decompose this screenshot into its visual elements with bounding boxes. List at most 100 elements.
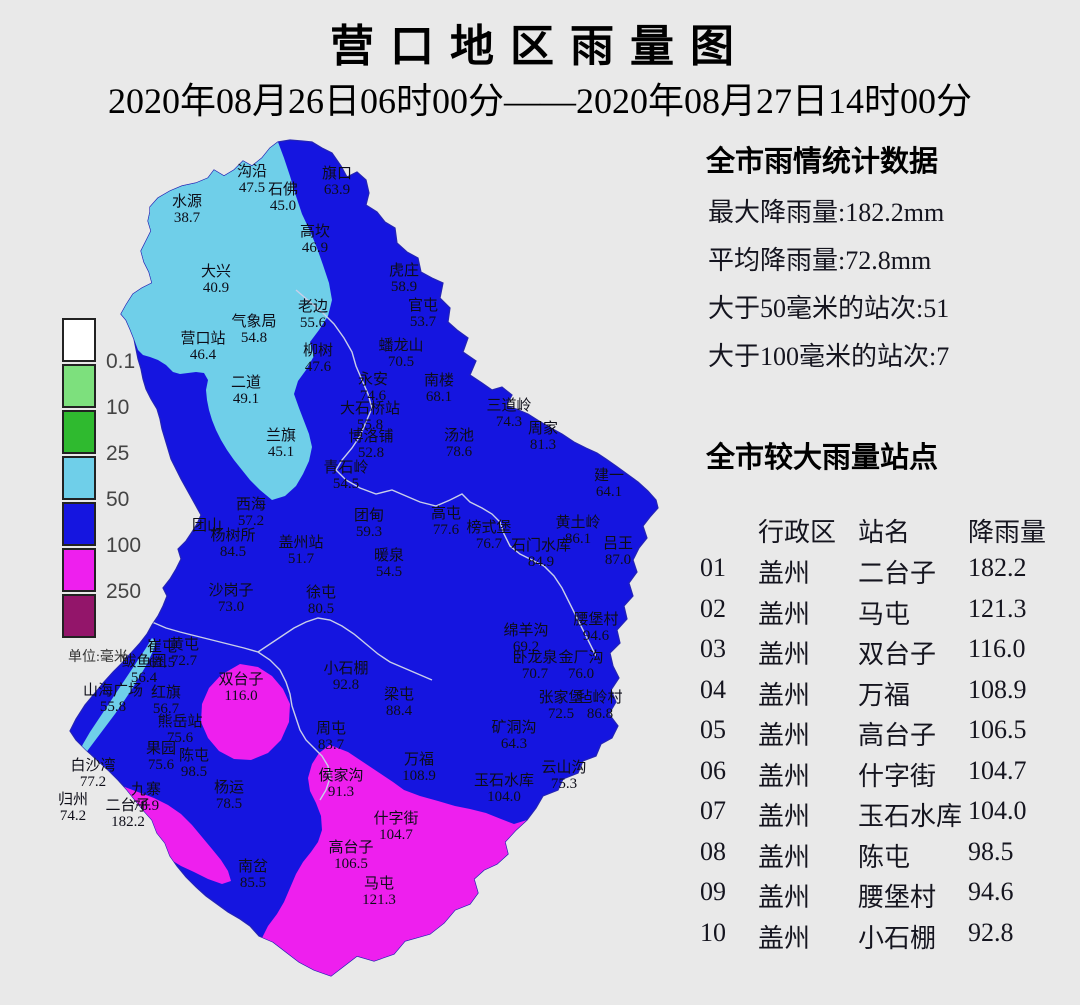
station-value: 121.3 xyxy=(362,892,396,908)
station-label: 兰旗 45.1 xyxy=(266,428,296,460)
station-label: 什字街 104.7 xyxy=(373,811,418,843)
station-value: 54.5 xyxy=(332,476,360,492)
station-name: 鲅鱼圈 xyxy=(121,654,167,670)
station-value: 46.4 xyxy=(189,347,217,363)
station-label: 二台子 182.2 xyxy=(105,798,150,830)
station-name: 高坎 xyxy=(299,224,331,240)
stat-line: 大于50毫米的站次:51 xyxy=(708,294,950,323)
station-name: 山海广场 xyxy=(82,683,144,699)
station-name: 白沙湾 xyxy=(70,758,116,774)
station-value: 73.0 xyxy=(217,599,245,615)
rank-cell: 116.0 xyxy=(968,634,1026,663)
station-label: 暖泉 54.5 xyxy=(374,548,404,580)
station-label: 大石桥站 55.8 xyxy=(340,401,400,433)
station-name: 侯家沟 xyxy=(318,768,364,784)
station-name: 团甸 xyxy=(353,508,385,524)
station-label: 张家堡 72.5 xyxy=(538,690,583,722)
station-name: 张家堡 xyxy=(538,690,584,706)
station-label: 大兴 40.9 xyxy=(201,264,231,296)
rank-cell: 站名 xyxy=(858,518,911,547)
legend-color-swatch xyxy=(62,456,96,500)
rank-cell: 行政区 xyxy=(758,518,837,547)
legend-level: 10 xyxy=(62,364,129,419)
rank-cell: 92.8 xyxy=(968,917,1014,947)
rank-cell: 盖州 xyxy=(758,721,811,750)
station-label: 玉石水库 104.0 xyxy=(474,773,534,805)
station-name: 吕王 xyxy=(602,536,634,552)
station-label: 高坎 46.9 xyxy=(300,224,330,256)
station-name: 归州 xyxy=(57,792,89,808)
station-name: 杨树所 xyxy=(210,528,256,544)
station-value: 64.1 xyxy=(595,484,623,500)
legend-threshold-label: 0.1 xyxy=(106,350,136,373)
station-value: 85.5 xyxy=(239,875,267,891)
station-label: 熊岳站 75.6 xyxy=(157,714,202,746)
station-value: 58.9 xyxy=(390,279,418,295)
rank-cell: 06 xyxy=(700,755,726,785)
station-name: 黄屯 xyxy=(168,637,200,653)
station-value: 64.3 xyxy=(500,736,528,752)
rank-cell: 03 xyxy=(700,634,726,663)
station-name: 梁屯 xyxy=(383,687,415,703)
station-label: 团甸 59.3 xyxy=(354,508,384,540)
legend-level: 250 xyxy=(62,548,141,603)
legend-color-swatch xyxy=(62,410,96,454)
ranking-row: 07 盖州 玉石水库 104.0 xyxy=(700,796,1075,833)
station-name: 沙岗子 xyxy=(208,583,254,599)
station-name: 青石岭 xyxy=(323,460,369,476)
rank-cell: 121.3 xyxy=(968,593,1027,623)
station-label: 团山 xyxy=(192,518,222,534)
rank-cell: 盖州 xyxy=(758,802,811,831)
station-name: 兰旗 xyxy=(265,428,297,444)
station-name: 矿洞沟 xyxy=(491,720,537,736)
station-name: 西海 xyxy=(235,497,267,513)
station-value: 104.0 xyxy=(487,789,521,805)
station-label: 博洛铺 52.8 xyxy=(348,429,393,461)
station-label: 高屯 77.6 xyxy=(431,506,461,538)
legend-threshold-label: 25 xyxy=(106,442,130,465)
legend-color-swatch xyxy=(62,594,96,638)
station-value: 57.2 xyxy=(237,513,265,529)
station-label: 腰堡村 94.6 xyxy=(573,612,618,644)
rank-cell: 小石棚 xyxy=(858,923,937,953)
rank-cell: 106.5 xyxy=(968,715,1027,744)
station-value: 47.5 xyxy=(238,180,266,196)
station-name: 建一 xyxy=(593,468,625,484)
station-value: 70.5 xyxy=(387,354,415,370)
station-name: 云山沟 xyxy=(541,760,587,776)
station-label: 水源 38.7 xyxy=(172,194,202,226)
station-label: 双台子 116.0 xyxy=(218,672,263,704)
station-name: 玉石水库 xyxy=(473,773,535,789)
station-value: 53.7 xyxy=(409,314,437,330)
station-value: 78.6 xyxy=(445,444,473,460)
station-name: 果园 xyxy=(145,741,177,757)
rank-cell xyxy=(700,512,758,549)
station-name: 杨运 xyxy=(213,780,245,796)
station-value: 91.3 xyxy=(327,784,355,800)
rank-cell: 108.9 xyxy=(968,674,1027,704)
station-name: 双台子 xyxy=(218,672,264,688)
station-value: 75.6 xyxy=(166,730,194,746)
rank-cell: 02 xyxy=(700,593,726,623)
station-value: 40.9 xyxy=(202,280,230,296)
rank-cell: 陈屯 xyxy=(858,842,911,872)
station-label: 侯家沟 91.3 xyxy=(318,768,363,800)
stat-line: 最大降雨量:182.2mm xyxy=(708,198,945,227)
station-label: 小石棚 92.8 xyxy=(323,661,368,693)
legend-level: 25 xyxy=(62,410,129,465)
station-label: 蟠龙山 70.5 xyxy=(378,338,423,370)
legend: 0.1 10 25 50 100 250 单位:毫米 xyxy=(62,318,192,666)
station-value: 78.5 xyxy=(215,796,243,812)
station-label: 金厂沟 76.0 xyxy=(558,650,603,682)
station-value: 86.8 xyxy=(586,706,614,722)
rank-cell: 01 xyxy=(700,553,726,582)
rank-cell: 盖州 xyxy=(758,599,811,629)
station-name: 二道 xyxy=(230,375,262,391)
ranking-heading: 全市较大雨量站点 xyxy=(706,442,939,474)
station-label: 榜式堡 76.7 xyxy=(466,520,511,552)
station-name: 南楼 xyxy=(423,373,455,389)
station-value: 94.6 xyxy=(582,628,610,644)
legend-level xyxy=(62,594,96,638)
station-value: 78.9 xyxy=(132,798,160,814)
station-label: 黄屯 72.7 xyxy=(169,637,199,669)
